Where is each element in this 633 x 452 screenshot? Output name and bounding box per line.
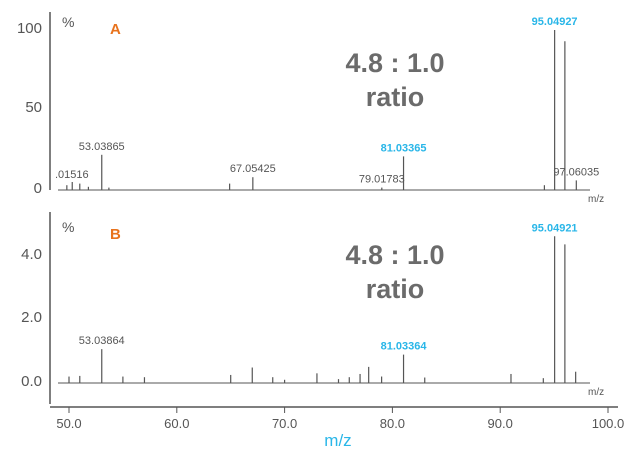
panel-b-peak-label: 53.03864 bbox=[79, 335, 125, 347]
panel-b-axis-unit: m/z bbox=[588, 387, 604, 398]
panel-a-peak-label: 53.03865 bbox=[79, 141, 125, 153]
panel-b-letter: B bbox=[110, 226, 121, 243]
shared-x-axis: 50.0 60.0 70.0 80.0 90.0 100.0 m/z bbox=[50, 406, 624, 450]
panel-a-peak-label: 95.04927 bbox=[532, 16, 578, 28]
panel-a-cut-label: .01516 bbox=[55, 169, 89, 181]
panel-a-ratio-value: 4.8 : 1.0 bbox=[345, 48, 444, 78]
x-tick-label: 60.0 bbox=[164, 416, 189, 431]
panel-b-peak-label: 95.04921 bbox=[532, 222, 578, 234]
panel-a-peak-label: 81.03365 bbox=[381, 142, 427, 154]
panel-b-ylabel: % bbox=[62, 219, 74, 235]
panel-a-ylabel: % bbox=[62, 14, 74, 30]
panel-a-ytick-mid: 50 bbox=[25, 99, 42, 116]
panel-a-axis-unit: m/z bbox=[588, 194, 604, 205]
panel-a-ratio-word: ratio bbox=[366, 82, 425, 112]
x-tick-label: 70.0 bbox=[272, 416, 297, 431]
panel-b-peak-label: 81.03364 bbox=[381, 341, 428, 353]
panel-a-peak-label: 97.06035 bbox=[553, 166, 599, 178]
panel-a-ytick-top: 100 bbox=[17, 20, 42, 37]
spectrum-panel-a: 100 50 0 % A 4.8 : 1.0 ratio m/z .01516 … bbox=[17, 12, 604, 205]
x-tick-label: 50.0 bbox=[56, 416, 81, 431]
panel-a-peak-label: 67.05425 bbox=[230, 163, 276, 175]
panel-b-peaks: 53.03864 81.03364 95.04921 bbox=[68, 222, 578, 383]
x-axis-ticks: 50.0 60.0 70.0 80.0 90.0 100.0 bbox=[56, 407, 624, 431]
spectrum-panel-b: 4.0 2.0 0.0 % B 4.8 : 1.0 ratio m/z 53.0… bbox=[21, 212, 604, 404]
panel-b-ytick-mid: 2.0 bbox=[21, 309, 42, 326]
x-tick-label: 80.0 bbox=[380, 416, 405, 431]
panel-a-peaks: 53.03865 67.05425 79.01783 81.03365 95.04927… bbox=[66, 16, 599, 190]
panel-b-ytick-bottom: 0.0 bbox=[21, 373, 42, 390]
panel-a-peak-label: 79.01783 bbox=[359, 174, 405, 186]
panel-b-ytick-top: 4.0 bbox=[21, 246, 42, 263]
x-tick-label: 100.0 bbox=[592, 416, 625, 431]
panel-b-ratio-value: 4.8 : 1.0 bbox=[345, 240, 444, 270]
panel-a-ytick-bottom: 0 bbox=[34, 180, 42, 197]
x-axis-label: m/z bbox=[324, 431, 351, 450]
panel-a-letter: A bbox=[110, 21, 121, 38]
x-tick-label: 90.0 bbox=[488, 416, 513, 431]
panel-b-ratio-word: ratio bbox=[366, 274, 425, 304]
